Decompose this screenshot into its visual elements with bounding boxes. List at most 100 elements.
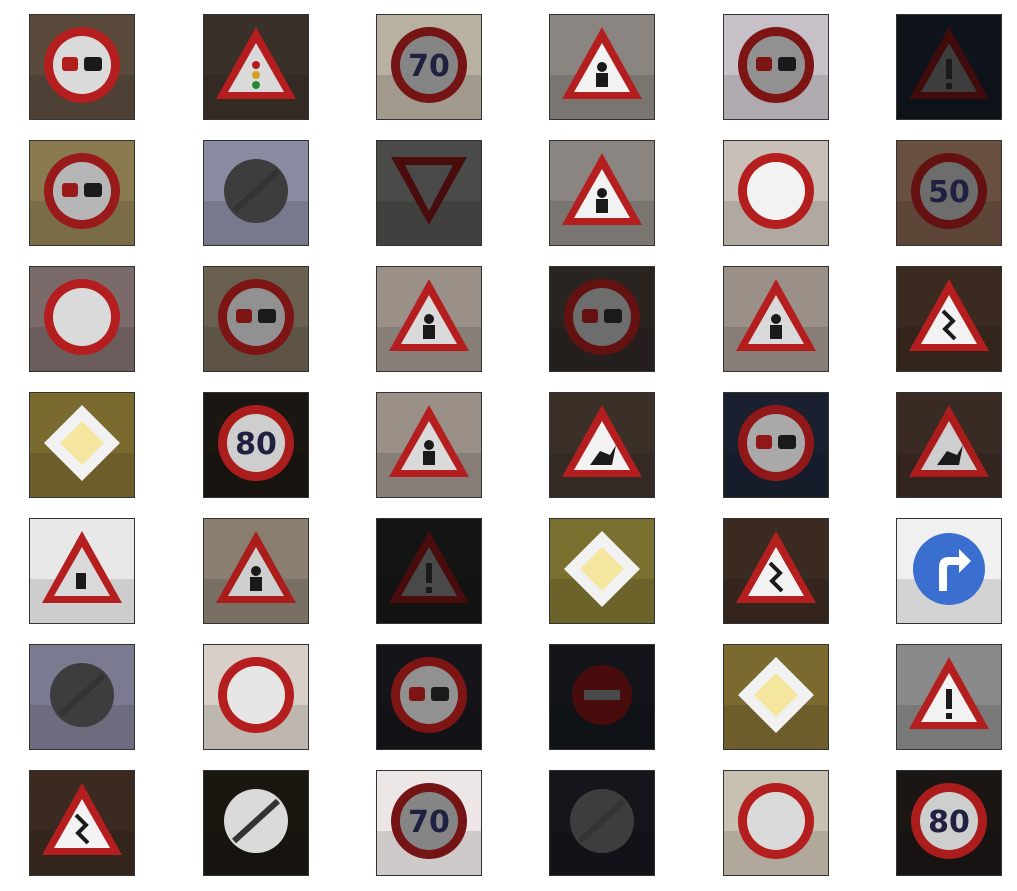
- sign-photo: [550, 771, 654, 875]
- sign-photo: [30, 645, 134, 749]
- sign-photo: [30, 267, 134, 371]
- sign-photo: [724, 645, 828, 749]
- sign-photo: 50: [897, 141, 1001, 245]
- sign-image: [896, 392, 1002, 498]
- sign-photo: [724, 771, 828, 875]
- sign-image: [723, 14, 829, 120]
- sign-image: [376, 644, 482, 750]
- sign-image: [203, 518, 309, 624]
- sign-photo: [204, 141, 308, 245]
- sign-photo: [204, 645, 308, 749]
- sign-image: [29, 266, 135, 372]
- sign-image: [29, 644, 135, 750]
- no-overtaking-trucks-icon: [738, 27, 814, 103]
- sign-image: [549, 392, 655, 498]
- no-overtaking-icon: [391, 657, 467, 733]
- sign-photo: [377, 519, 481, 623]
- sign-image: [549, 644, 655, 750]
- sign-photo: [550, 15, 654, 119]
- sign-photo: 80: [897, 771, 1001, 875]
- no-vehicles-icon: [738, 153, 814, 229]
- end-of-limits-icon: [224, 159, 288, 223]
- speed-limit-value: 50: [928, 175, 970, 210]
- sign-photo: [30, 519, 134, 623]
- sign-photo: 80: [204, 393, 308, 497]
- sign-photo: [724, 141, 828, 245]
- sign-image: [376, 140, 482, 246]
- sign-image: [549, 14, 655, 120]
- sign-image: [29, 392, 135, 498]
- no-overtaking-trucks-icon: [44, 27, 120, 103]
- sign-image: [549, 140, 655, 246]
- no-overtaking-icon: [738, 405, 814, 481]
- speed-limit-icon: 50: [911, 153, 987, 229]
- sign-image: 50: [896, 140, 1002, 246]
- speed-limit-icon: 80: [218, 405, 294, 481]
- sign-image: [896, 644, 1002, 750]
- sign-photo: [724, 519, 828, 623]
- sign-image: [723, 644, 829, 750]
- sign-image: [29, 770, 135, 876]
- sign-image: [203, 140, 309, 246]
- sign-photo: [30, 15, 134, 119]
- sign-image: [723, 770, 829, 876]
- sign-image: [376, 392, 482, 498]
- sign-image: [549, 266, 655, 372]
- sign-photo: [897, 393, 1001, 497]
- sign-photo: [377, 645, 481, 749]
- sign-photo: 70: [377, 15, 481, 119]
- sign-photo: [377, 141, 481, 245]
- speed-limit-icon: 70: [391, 783, 467, 859]
- sign-photo: [550, 645, 654, 749]
- sign-image: [723, 518, 829, 624]
- sign-image: [376, 266, 482, 372]
- end-of-limits-icon: [50, 663, 114, 727]
- sign-image: [29, 14, 135, 120]
- sign-image: [203, 266, 309, 372]
- sign-image: [203, 644, 309, 750]
- sign-image: [896, 266, 1002, 372]
- sign-image: [896, 14, 1002, 120]
- sign-photo: [550, 393, 654, 497]
- sign-photo: [30, 771, 134, 875]
- sign-image: [549, 770, 655, 876]
- sign-image: [203, 14, 309, 120]
- speed-limit-value: 80: [235, 427, 277, 462]
- sign-image: [723, 266, 829, 372]
- no-overtaking-icon: [218, 279, 294, 355]
- end-of-limits-icon: [224, 789, 288, 853]
- speed-limit-value: 70: [408, 49, 450, 84]
- sign-photo: [724, 393, 828, 497]
- sign-photo: [377, 267, 481, 371]
- sign-photo: [30, 141, 134, 245]
- no-vehicles-icon: [44, 279, 120, 355]
- no-vehicles-icon: [738, 783, 814, 859]
- sign-image: [29, 140, 135, 246]
- sign-photo: [897, 645, 1001, 749]
- sign-photo: [897, 267, 1001, 371]
- sign-photo: [550, 141, 654, 245]
- no-vehicles-icon: [218, 657, 294, 733]
- sign-photo: [897, 15, 1001, 119]
- sign-image: [896, 518, 1002, 624]
- speed-limit-icon: 70: [391, 27, 467, 103]
- sign-image: [203, 770, 309, 876]
- sign-photo: [204, 267, 308, 371]
- speed-limit-value: 70: [408, 805, 450, 840]
- sign-image: [376, 518, 482, 624]
- sign-image: [723, 140, 829, 246]
- sign-photo: [204, 771, 308, 875]
- sign-photo: [204, 15, 308, 119]
- end-of-limits-icon: [570, 789, 634, 853]
- turn-right-ahead-icon: [913, 533, 985, 605]
- sign-photo: [550, 519, 654, 623]
- sign-image: [29, 518, 135, 624]
- sign-photo: [204, 519, 308, 623]
- no-overtaking-icon: [44, 153, 120, 229]
- no-overtaking-icon: [564, 279, 640, 355]
- speed-limit-value: 80: [928, 805, 970, 840]
- sign-image: [549, 518, 655, 624]
- sign-image: [723, 392, 829, 498]
- sign-photo: [897, 519, 1001, 623]
